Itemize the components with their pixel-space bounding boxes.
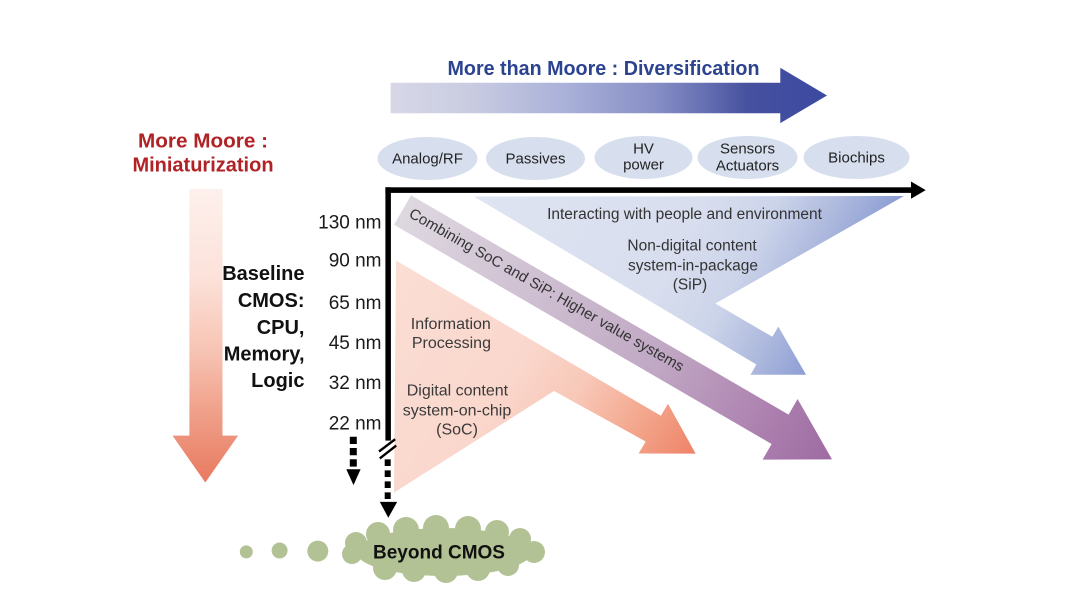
svg-text:Information: Information: [411, 316, 491, 333]
svg-text:More Moore :: More Moore :: [138, 131, 268, 153]
svg-text:Processing: Processing: [412, 335, 491, 352]
svg-text:More than Moore : Diversificat: More than Moore : Diversification: [448, 58, 760, 80]
svg-text:Biochips: Biochips: [828, 150, 885, 167]
svg-text:Non-digital content: Non-digital content: [627, 238, 757, 255]
svg-text:system-on-chip: system-on-chip: [403, 403, 512, 420]
svg-text:130 nm: 130 nm: [318, 213, 381, 234]
svg-text:CPU,: CPU,: [257, 317, 305, 339]
svg-text:Sensors: Sensors: [720, 141, 775, 158]
svg-text:Baseline: Baseline: [222, 263, 304, 285]
svg-text:CMOS:: CMOS:: [238, 290, 305, 312]
svg-text:(SoC): (SoC): [436, 422, 478, 439]
svg-text:45 nm: 45 nm: [329, 333, 382, 354]
svg-text:Digital content: Digital content: [407, 383, 509, 400]
svg-text:Actuators: Actuators: [716, 158, 779, 175]
svg-text:22 nm: 22 nm: [329, 414, 382, 435]
svg-text:Memory,: Memory,: [224, 344, 305, 366]
svg-text:32 nm: 32 nm: [329, 373, 382, 394]
svg-text:(SiP): (SiP): [673, 277, 707, 294]
svg-text:Logic: Logic: [251, 370, 304, 392]
svg-text:Beyond CMOS: Beyond CMOS: [373, 542, 505, 563]
svg-text:Interacting with people and en: Interacting with people and environment: [547, 206, 823, 223]
svg-text:HV: HV: [633, 141, 654, 158]
svg-text:90 nm: 90 nm: [329, 251, 382, 272]
svg-text:65 nm: 65 nm: [329, 293, 382, 314]
svg-text:power: power: [623, 157, 664, 174]
svg-text:Passives: Passives: [505, 151, 565, 168]
svg-text:Miniaturization: Miniaturization: [132, 155, 273, 177]
svg-text:system-in-package: system-in-package: [628, 258, 758, 275]
svg-text:Analog/RF: Analog/RF: [392, 151, 463, 168]
